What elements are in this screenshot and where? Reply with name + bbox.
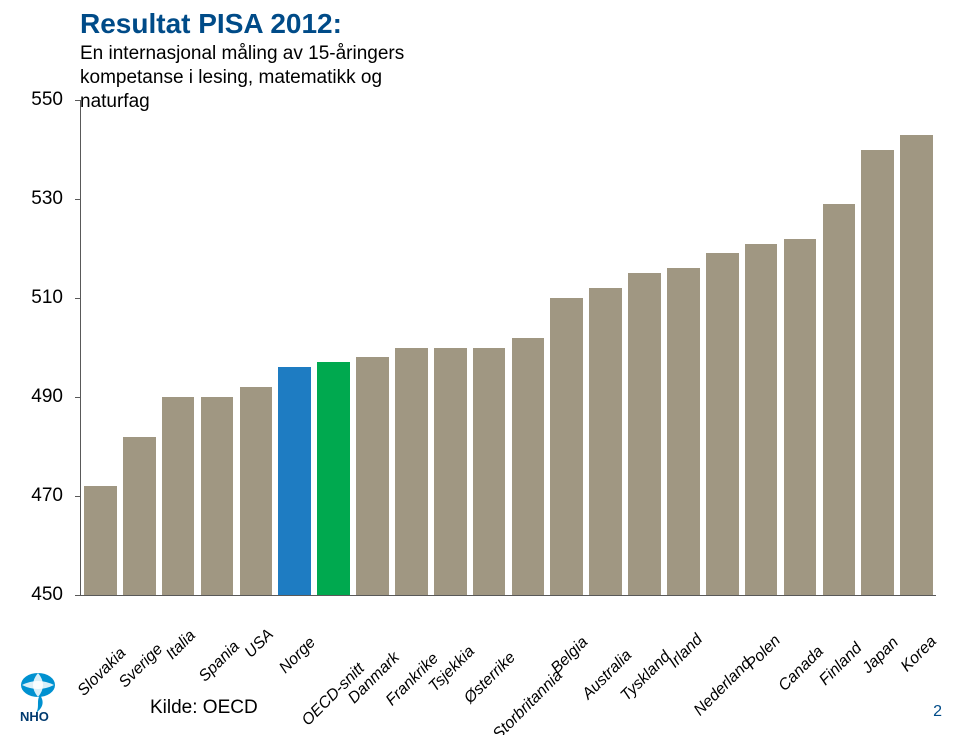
- bar: [900, 135, 933, 595]
- bar: [706, 253, 739, 595]
- y-tick-mark: [75, 595, 81, 596]
- x-axis-label: Canada: [776, 643, 828, 695]
- bar: [356, 357, 389, 595]
- y-tick-label: 450: [31, 584, 63, 606]
- bar: [667, 268, 700, 595]
- bar: [550, 298, 583, 595]
- bar: [823, 204, 856, 595]
- y-tick-mark: [75, 298, 81, 299]
- bar: [745, 244, 778, 595]
- y-tick-label: 490: [31, 386, 63, 408]
- x-axis-label: Norge: [276, 634, 320, 678]
- bar: [589, 288, 622, 595]
- y-tick-mark: [75, 496, 81, 497]
- bar: [395, 348, 428, 596]
- bar: [317, 362, 350, 595]
- bar: [123, 437, 156, 595]
- x-axis-label: Sverige: [116, 641, 167, 692]
- plot-area: 450470490510530550: [80, 100, 936, 596]
- y-tick-mark: [75, 100, 81, 101]
- bar: [240, 387, 273, 595]
- y-tick-label: 510: [31, 287, 63, 309]
- y-tick-mark: [75, 397, 81, 398]
- bar: [512, 338, 545, 595]
- bar: [434, 348, 467, 596]
- page-title: Resultat PISA 2012:: [80, 8, 342, 40]
- y-tick-mark: [75, 199, 81, 200]
- svg-text:NHO: NHO: [20, 709, 49, 723]
- x-axis-label: Polen: [743, 632, 785, 674]
- y-tick-label: 530: [31, 188, 63, 210]
- bar: [628, 273, 661, 595]
- x-axis-label: USA: [241, 626, 277, 662]
- nho-logo: NHO: [18, 671, 82, 723]
- y-tick-label: 470: [31, 485, 63, 507]
- x-axis-label: Italia: [163, 627, 200, 664]
- bar: [784, 239, 817, 595]
- x-axis-label: Japan: [858, 634, 902, 678]
- bar: [473, 348, 506, 596]
- x-axis-label: Korea: [898, 633, 941, 676]
- x-axis-label: Irland: [666, 631, 707, 672]
- source-label: Kilde: OECD: [150, 697, 258, 719]
- page-number: 2: [933, 703, 942, 721]
- x-axis-label: Belgia: [548, 634, 592, 678]
- bar: [861, 150, 894, 596]
- bar: [201, 397, 234, 595]
- bar: [278, 367, 311, 595]
- bar: [84, 486, 117, 595]
- bar: [162, 397, 195, 595]
- y-tick-label: 550: [31, 89, 63, 111]
- x-axis-label: Nederland: [691, 655, 756, 720]
- x-axis-label: Spania: [195, 638, 243, 686]
- pisa-bar-chart: 450470490510530550 SlovakiaSverigeItalia…: [30, 100, 935, 655]
